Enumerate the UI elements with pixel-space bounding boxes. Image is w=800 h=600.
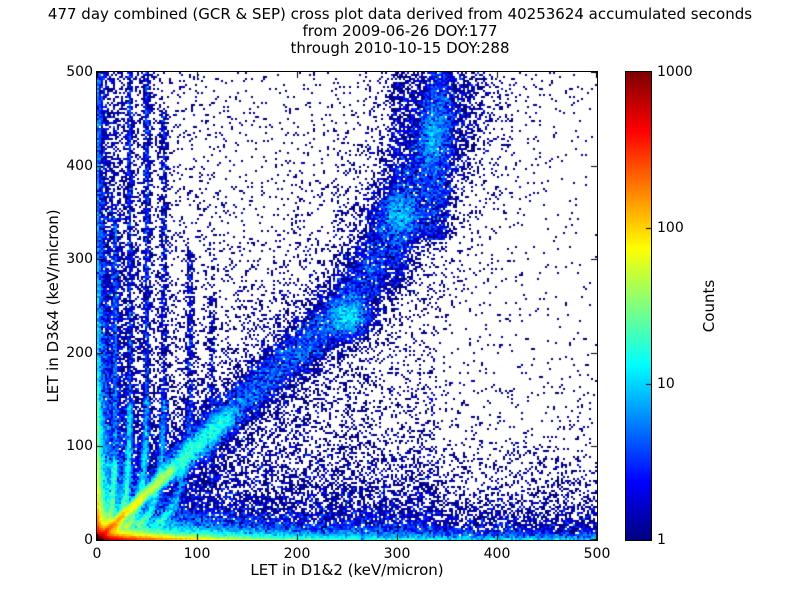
y-tick-label: 500 xyxy=(66,64,93,80)
x-tick-label: 300 xyxy=(383,546,411,562)
x-tick-label: 100 xyxy=(183,546,211,562)
colorbar-tick-label: 10 xyxy=(657,376,675,392)
x-axis-label: LET in D1&2 (keV/micron) xyxy=(250,561,444,579)
colorbar-label: Counts xyxy=(700,279,718,333)
colorbar-frame xyxy=(625,71,652,541)
colorbar-tick-label: 1 xyxy=(657,532,666,548)
title-line-2: from 2009-06-26 DOY:177 xyxy=(302,22,498,40)
y-tick-label: 0 xyxy=(84,532,93,548)
title-line-1: 477 day combined (GCR & SEP) cross plot … xyxy=(47,5,753,23)
y-tick-label: 300 xyxy=(66,251,93,268)
heatmap-canvas xyxy=(97,72,597,540)
colorbar-canvas xyxy=(626,72,651,540)
x-tick-label: 0 xyxy=(92,546,102,562)
title-line-3: through 2010-10-15 DOY:288 xyxy=(290,39,510,57)
x-tick-label: 400 xyxy=(483,546,511,562)
y-tick-label: 400 xyxy=(66,157,93,174)
colorbar-tick-label: 100 xyxy=(657,220,684,236)
x-tick-label: 200 xyxy=(283,546,311,562)
y-axis-label: LET in D3&4 (keV/micron) xyxy=(44,209,62,403)
y-tick-label: 100 xyxy=(66,438,93,455)
plot-frame xyxy=(96,71,598,541)
y-tick-label: 200 xyxy=(66,344,93,361)
x-tick-label: 500 xyxy=(583,546,611,562)
colorbar-tick-label: 1000 xyxy=(657,64,693,80)
